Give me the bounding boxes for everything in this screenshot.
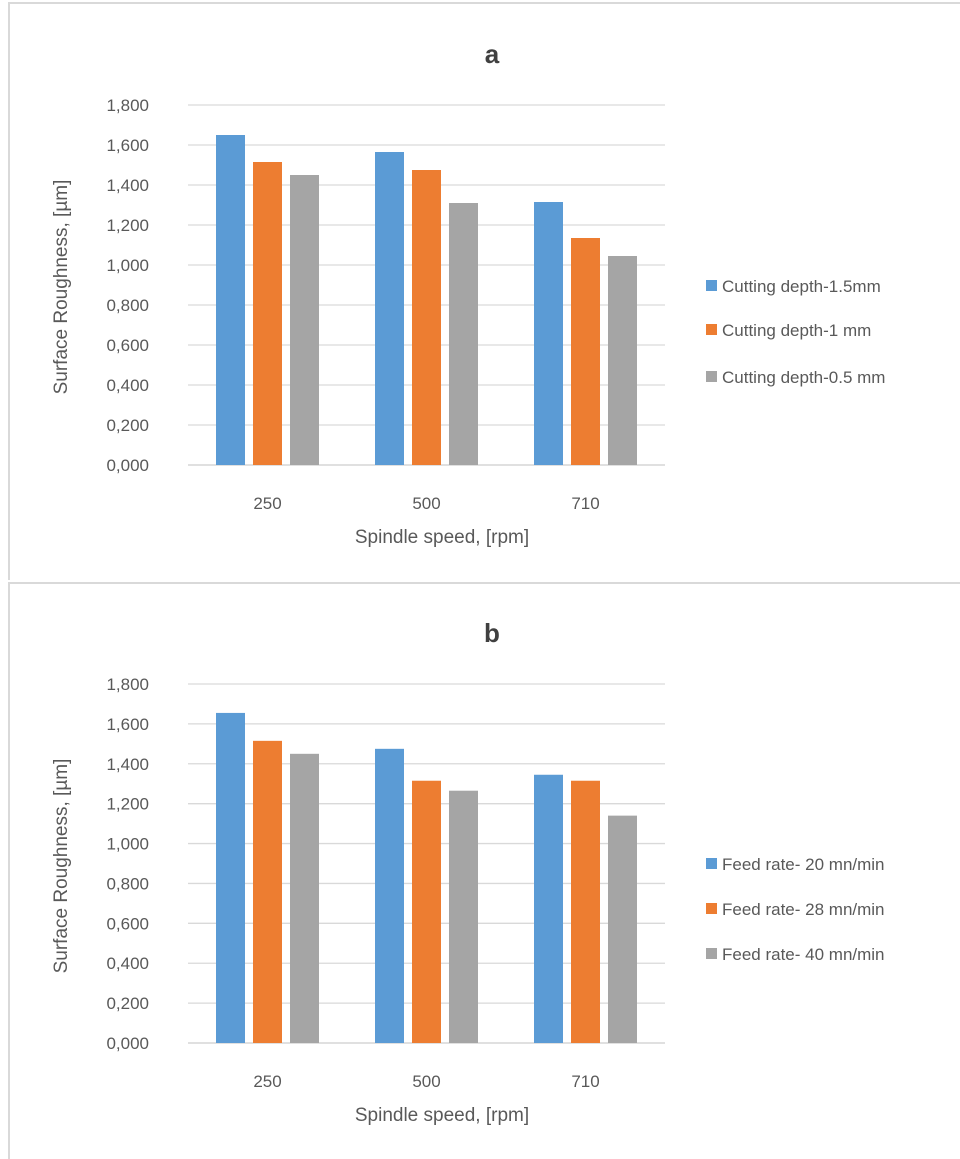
legend-swatch — [706, 948, 717, 959]
x-axis-label: Spindle speed, [rpm] — [355, 1105, 529, 1126]
y-tick-label: 0,800 — [106, 296, 149, 315]
bar — [608, 256, 637, 465]
x-tick-label: 710 — [571, 494, 599, 513]
y-tick-label: 1,000 — [106, 835, 149, 854]
x-axis-label: Spindle speed, [rpm] — [355, 527, 529, 548]
bar — [571, 238, 600, 465]
y-tick-label: 0,400 — [106, 376, 149, 395]
legend-swatch — [706, 280, 717, 291]
bar — [216, 712, 245, 1043]
y-axis-label: Surface Roughness, [µm] — [51, 759, 72, 974]
bar — [449, 790, 478, 1043]
y-tick-label: 0,000 — [106, 456, 149, 475]
y-tick-label: 1,200 — [106, 216, 149, 235]
chart-b: b 0,000 0,200 0,400 0,600 0,800 1,000 1,200 1,4… — [51, 618, 885, 1126]
bar — [534, 202, 563, 465]
bar — [375, 748, 404, 1043]
legend-entry: Cutting depth-1 mm — [722, 321, 871, 340]
bar — [412, 780, 441, 1043]
y-tick-label: 1,800 — [106, 96, 149, 115]
chart-panel-b: b 0,000 0,200 0,400 0,600 0,800 1,000 1,200 1,4… — [8, 582, 960, 1159]
bar — [290, 753, 319, 1043]
x-tick-label: 500 — [412, 494, 440, 513]
y-tick-label: 1,200 — [106, 795, 149, 814]
bar — [608, 815, 637, 1043]
y-tick-label: 0,400 — [106, 954, 149, 973]
legend-entry: Feed rate- 20 mn/min — [722, 855, 885, 874]
chart-a: a 0,000 0,200 0,400 0,600 0,800 1,000 1,200 1,4… — [51, 39, 885, 548]
x-tick-label: 250 — [253, 1072, 281, 1091]
chart-panel-a: a 0,000 0,200 0,400 0,600 0,800 1,000 1,200 1,4… — [8, 2, 960, 580]
y-tick-label: 0,200 — [106, 416, 149, 435]
y-tick-label: 0,600 — [106, 914, 149, 933]
y-axis-label: Surface Roughness, [µm] — [51, 180, 72, 395]
y-tick-label: 1,400 — [106, 755, 149, 774]
y-tick-label: 1,600 — [106, 715, 149, 734]
y-tick-label: 0,200 — [106, 994, 149, 1013]
x-tick-label: 500 — [412, 1072, 440, 1091]
y-tick-label: 0,800 — [106, 874, 149, 893]
bar — [571, 780, 600, 1043]
y-tick-label: 0,000 — [106, 1034, 149, 1053]
bar — [253, 740, 282, 1043]
legend-swatch — [706, 858, 717, 869]
chart-title: b — [484, 618, 500, 648]
y-tick-label: 1,600 — [106, 136, 149, 155]
y-tick-label: 0,600 — [106, 336, 149, 355]
legend-swatch — [706, 371, 717, 382]
bar — [290, 175, 319, 465]
legend-swatch — [706, 903, 717, 914]
legend-entry: Cutting depth-1.5mm — [722, 277, 881, 296]
legend-entry: Feed rate- 28 mn/min — [722, 900, 885, 919]
y-tick-label: 1,000 — [106, 256, 149, 275]
legend-entry: Cutting depth-0.5 mm — [722, 368, 885, 387]
legend-entry: Feed rate- 40 mn/min — [722, 945, 885, 964]
y-tick-label: 1,800 — [106, 675, 149, 694]
chart-title: a — [485, 39, 500, 69]
x-tick-label: 710 — [571, 1072, 599, 1091]
legend-swatch — [706, 324, 717, 335]
bar — [253, 162, 282, 465]
bar — [375, 152, 404, 465]
x-tick-label: 250 — [253, 494, 281, 513]
y-tick-label: 1,400 — [106, 176, 149, 195]
bar — [449, 203, 478, 465]
bar — [534, 774, 563, 1043]
bar — [216, 135, 245, 465]
bar — [412, 170, 441, 465]
